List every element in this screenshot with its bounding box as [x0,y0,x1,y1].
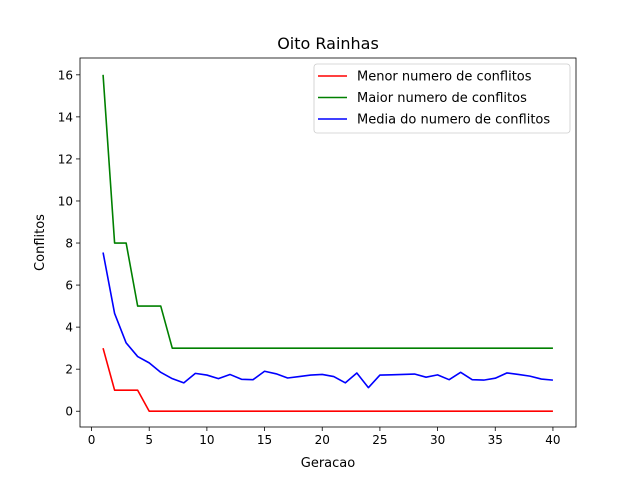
series-line-3 [102,252,554,389]
x-tick-label: 10 [199,433,214,447]
y-tick-label: 12 [58,152,73,166]
x-tick-label: 20 [315,433,330,447]
x-tick-label: 30 [430,433,445,447]
series-line-1 [102,347,553,413]
x-tick-label: 25 [372,433,387,447]
x-axis-ticks: 0 5 10 15 20 25 30 35 40 [88,427,561,447]
y-tick-label: 16 [58,68,73,82]
y-axis-ticks: 0 2 4 6 8 10 12 14 16 [58,68,80,419]
y-axis-label: Conflitos [33,214,48,271]
y-tick-label: 10 [58,194,73,208]
y-tick-label: 14 [58,110,73,124]
x-tick-label: 15 [257,433,272,447]
y-tick-label: 6 [65,279,73,293]
x-axis-label: Geracao [301,456,355,471]
x-tick-label: 35 [488,433,503,447]
x-tick-label: 5 [145,433,153,447]
x-tick-label: 40 [545,433,560,447]
series-line-2 [102,74,553,349]
y-tick-label: 8 [65,237,73,251]
legend-label: Media do numero de conflitos [357,113,550,128]
y-tick-label: 4 [65,321,73,335]
legend: Menor numero de conflitos Maior numero de… [313,63,571,134]
legend-label: Menor numero de conflitos [357,70,532,85]
chart-title: Oito Rainhas [277,34,379,53]
plot-frame [79,57,577,428]
legend-label: Maior numero de conflitos [357,91,527,106]
legend-box [313,63,571,134]
x-tick-label: 0 [88,433,96,447]
plot-area [102,74,554,413]
y-tick-label: 0 [65,405,73,419]
y-tick-label: 2 [65,363,73,377]
